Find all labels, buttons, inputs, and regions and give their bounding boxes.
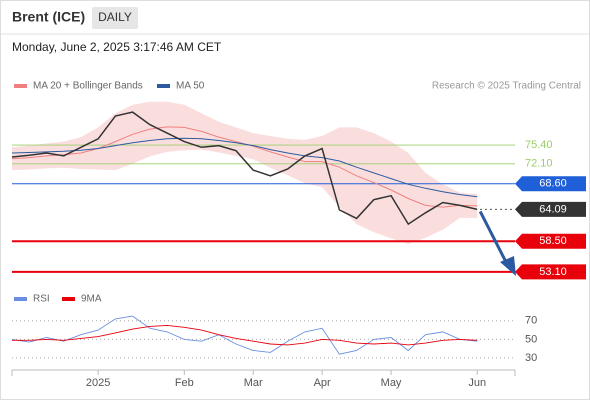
credit: Research © 2025 Trading Central — [432, 81, 581, 92]
ma-line — [11, 137, 478, 198]
legend-swatch — [157, 84, 170, 88]
legend-swatch — [14, 297, 27, 301]
timestamp: Monday, June 2, 2025 3:17:46 AM CET — [12, 40, 222, 54]
level-tag-label: 68.60 — [539, 178, 567, 190]
level-label: 72.10 — [525, 158, 553, 170]
interval-badge[interactable] — [92, 7, 138, 29]
x-tick-label: May — [381, 377, 402, 389]
forecast-arrowhead — [500, 256, 516, 276]
indicator-line — [12, 324, 478, 346]
bollinger-band — [12, 101, 478, 244]
x-tick-label: Feb — [175, 377, 194, 389]
x-tick-label: Apr — [314, 377, 331, 389]
forecast-arrow — [478, 210, 510, 267]
level-tag — [515, 201, 586, 217]
level-tag-label: 64.09 — [539, 203, 567, 215]
legend-swatch — [14, 84, 27, 88]
level-tag — [515, 264, 586, 280]
legend-label: MA 50 — [176, 81, 205, 92]
level-tag — [515, 233, 586, 249]
legend-label: RSI — [33, 294, 50, 305]
x-tick-label: Mar — [244, 377, 263, 389]
y-tick-label: 70 — [525, 315, 537, 327]
x-tick-label: 2025 — [86, 377, 110, 389]
legend-swatch — [62, 297, 75, 301]
level-tag-label: 58.50 — [539, 235, 567, 247]
price-line — [11, 111, 478, 226]
level-tag-label: 53.10 — [539, 266, 567, 278]
level-tag — [515, 176, 586, 192]
legend-label: 9MA — [81, 294, 102, 305]
y-tick-label: 30 — [525, 352, 537, 364]
y-tick-label: 50 — [525, 333, 537, 345]
x-tick-label: Jun — [468, 377, 486, 389]
level-label: 75.40 — [525, 139, 553, 151]
interval-label[interactable]: DAILY — [98, 10, 132, 24]
legend-label: MA 20 + Bollinger Bands — [33, 81, 143, 92]
instrument-title: Brent (ICE) — [12, 9, 85, 25]
